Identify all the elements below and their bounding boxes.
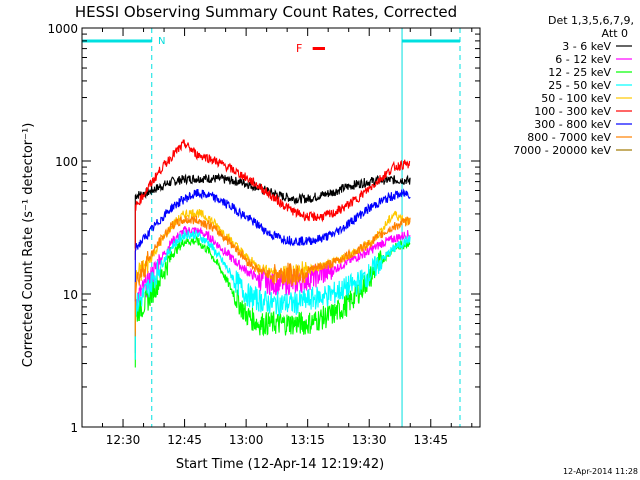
y-tick-label-2: 100 — [55, 155, 78, 169]
series-line-6 — [134, 188, 411, 302]
x-tick-label-0: 12:30 — [106, 433, 141, 447]
legend-label-7: 800 - 7000 keV — [527, 131, 611, 144]
legend-label-2: 12 - 25 keV — [548, 66, 611, 79]
legend-label-5: 100 - 300 keV — [534, 105, 611, 118]
legend-label-1: 6 - 12 keV — [555, 53, 611, 66]
flare-marker-bar — [312, 47, 325, 50]
y-tick-label-0: 1 — [70, 421, 78, 435]
legend-header-line-1: Det 1,3,5,6,7,9, — [548, 14, 634, 27]
legend-label-4: 50 - 100 keV — [541, 92, 611, 105]
x-tick-label-2: 13:00 — [229, 433, 264, 447]
series-line-7 — [134, 215, 411, 337]
y-axis: 1 10 100 1000 — [47, 22, 480, 435]
legend-label-6: 300 - 800 keV — [534, 118, 611, 131]
x-tick-label-5: 13:45 — [413, 433, 448, 447]
legend-header-line-2: Att 0 — [602, 27, 628, 40]
x-axis: 12:30 12:45 13:00 13:15 13:30 13:45 — [81, 28, 473, 447]
legend-label-0: 3 - 6 keV — [562, 40, 611, 53]
plot-frame — [81, 27, 481, 428]
x-tick-label-1: 12:45 — [167, 433, 202, 447]
y-tick-label-3: 1000 — [47, 22, 78, 36]
chart-title: HESSI Observing Summary Count Rates, Cor… — [75, 3, 457, 21]
legend-label-3: 25 - 50 keV — [548, 79, 611, 92]
series-line-5 — [134, 138, 411, 260]
night-markers — [81, 28, 461, 427]
flare-marker-label: F — [296, 42, 302, 55]
y-axis-label: Corrected Count Rate (s⁻¹ detector⁻¹) — [21, 123, 36, 368]
footer-date: 12-Apr-2014 11:28 — [563, 467, 638, 476]
night-marker-label: N — [158, 36, 165, 47]
series-lines — [134, 138, 411, 368]
series-line-2 — [134, 234, 411, 368]
x-axis-label: Start Time (12-Apr-14 12:19:42) — [176, 457, 384, 472]
x-tick-label-4: 13:30 — [352, 433, 387, 447]
x-tick-label-3: 13:15 — [290, 433, 325, 447]
series-line-3 — [134, 229, 411, 360]
legend-label-8: 7000 - 20000 keV — [513, 144, 611, 157]
y-tick-label-1: 10 — [63, 288, 78, 302]
